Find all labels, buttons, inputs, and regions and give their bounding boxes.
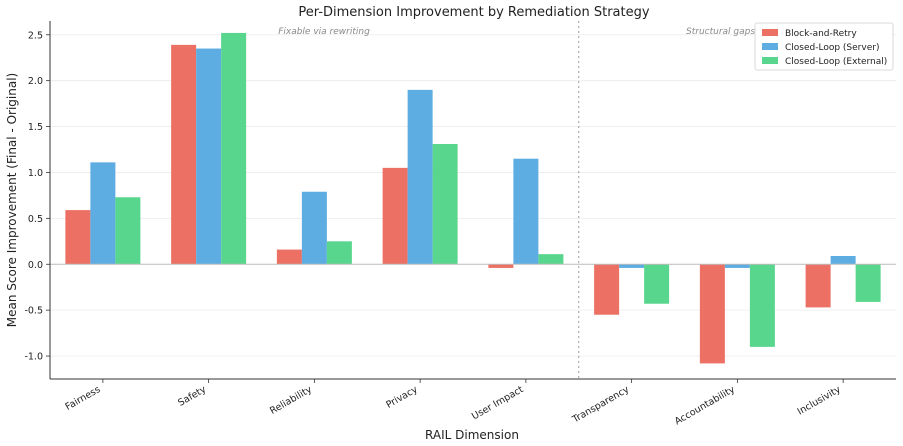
bar-closed-loop-server-safety xyxy=(196,48,222,265)
bar-closed-loop-server-reliability xyxy=(301,191,327,265)
x-tick-label-safety: Safety xyxy=(176,384,208,409)
bar-block-and-retry-accountability xyxy=(699,264,725,364)
bar-closed-loop-server-accountability xyxy=(724,264,750,268)
legend-swatch-block-and-retry xyxy=(762,29,778,36)
bar-closed-loop-external-transparency xyxy=(644,264,670,304)
x-tick-label-fairness: Fairness xyxy=(63,384,102,413)
x-tick-label-user-impact: User Impact xyxy=(470,384,526,422)
bar-block-and-retry-safety xyxy=(171,44,197,265)
legend-label-closed-loop-external: Closed-Loop (External) xyxy=(785,57,887,67)
y-tick-label: 2.5 xyxy=(28,30,43,41)
y-tick-label: 1.0 xyxy=(28,168,43,179)
bar-block-and-retry-privacy xyxy=(382,167,408,265)
legend: Block-and-Retry Closed-Loop (Server) Clo… xyxy=(754,22,894,71)
legend-label-block-and-retry: Block-and-Retry xyxy=(785,29,857,39)
bar-block-and-retry-user-impact xyxy=(488,264,514,268)
legend-label-closed-loop-server: Closed-Loop (Server) xyxy=(785,43,879,53)
annotation-structural: Structural gaps xyxy=(686,27,755,37)
bars xyxy=(65,32,881,364)
bar-closed-loop-external-inclusivity xyxy=(855,264,881,302)
y-tick-label: 2.0 xyxy=(28,76,43,87)
x-tick-label-inclusivity: Inclusivity xyxy=(796,384,843,418)
y-tick-label: -0.5 xyxy=(24,306,43,317)
bar-block-and-retry-inclusivity xyxy=(805,264,831,308)
x-tick-label-transparency: Transparency xyxy=(570,384,632,426)
x-tick-label-privacy: Privacy xyxy=(384,384,420,411)
bar-closed-loop-external-user-impact xyxy=(538,254,564,265)
bar-closed-loop-server-user-impact xyxy=(513,158,539,265)
x-axis-label: RAIL Dimension xyxy=(425,428,519,442)
bar-closed-loop-server-transparency xyxy=(619,264,645,268)
legend-frame xyxy=(754,22,894,71)
bar-closed-loop-server-inclusivity xyxy=(830,255,856,265)
x-tick-label-reliability: Reliability xyxy=(268,384,314,417)
bar-closed-loop-external-privacy xyxy=(432,144,458,265)
bar-closed-loop-server-fairness xyxy=(90,162,116,265)
y-tick-label: 1.5 xyxy=(28,122,43,133)
y-axis-label: Mean Score Improvement (Final - Original… xyxy=(5,73,19,327)
y-tick-label: -1.0 xyxy=(24,352,43,363)
bar-block-and-retry-reliability xyxy=(276,249,302,265)
bar-closed-loop-external-fairness xyxy=(115,197,141,265)
chart-title: Per-Dimension Improvement by Remediation… xyxy=(298,5,649,20)
legend-swatch-closed-loop-server xyxy=(762,43,778,50)
bar-block-and-retry-transparency xyxy=(594,264,620,315)
bar-closed-loop-external-reliability xyxy=(326,241,352,265)
y-tick-label: 0.0 xyxy=(28,260,43,271)
bar-closed-loop-external-accountability xyxy=(749,264,775,347)
bar-closed-loop-server-privacy xyxy=(407,89,433,265)
bar-block-and-retry-fairness xyxy=(65,210,91,265)
axes xyxy=(46,21,896,383)
legend-swatch-closed-loop-external xyxy=(762,57,778,64)
x-tick-label-accountability: Accountability xyxy=(673,384,737,427)
annotation-fixable: Fixable via rewriting xyxy=(278,27,370,37)
y-tick-label: 0.5 xyxy=(28,214,43,225)
bar-closed-loop-external-safety xyxy=(221,32,247,265)
